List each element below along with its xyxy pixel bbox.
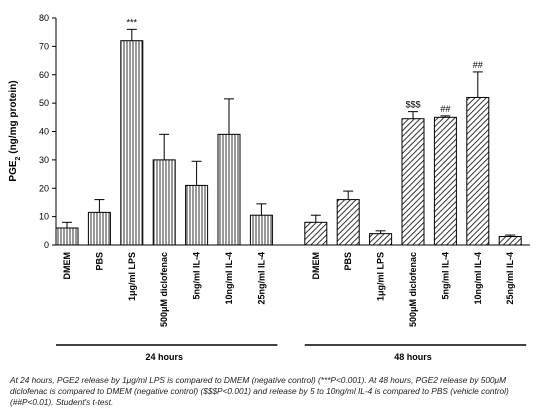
x-tick-label: 500μM diclofenac <box>159 252 169 327</box>
bar <box>249 214 273 246</box>
bar <box>120 40 144 246</box>
x-tick-label: 25ng/ml IL-4 <box>505 252 515 305</box>
x-tick-label: 1μg/ml LPS <box>127 252 137 301</box>
annotation: ## <box>473 60 483 70</box>
y-tick-label: 10 <box>39 212 49 222</box>
bar <box>466 96 490 246</box>
bar <box>152 159 176 246</box>
x-tick-label: 500μM diclofenac <box>408 252 418 327</box>
y-tick-label: 60 <box>39 70 49 80</box>
bar <box>498 235 522 246</box>
x-tick-label: 5ng/ml IL-4 <box>192 252 202 300</box>
y-tick-label: 30 <box>39 155 49 165</box>
y-tick-label: 80 <box>39 13 49 23</box>
caption: At 24 hours, PGE2 release by 1μg/ml LPS … <box>10 375 509 407</box>
bar <box>217 133 241 246</box>
bar <box>55 227 79 246</box>
x-tick-label: 1μg/ml LPS <box>376 252 386 301</box>
x-tick-label: 5ng/ml IL-4 <box>440 252 450 300</box>
bar <box>304 221 328 246</box>
x-tick-label: 10ng/ml IL-4 <box>224 252 234 305</box>
bar <box>87 211 111 246</box>
x-tick-label: 25ng/ml IL-4 <box>256 252 266 305</box>
x-tick-label: DMEM <box>311 252 321 280</box>
group-label: 48 hours <box>394 352 432 362</box>
bar <box>336 199 360 246</box>
bar <box>369 233 393 246</box>
annotation: $$$ <box>405 100 420 110</box>
annotation: *** <box>127 17 138 27</box>
bar <box>185 184 209 246</box>
x-tick-label: PBS <box>94 252 104 271</box>
chart: PGE2 (ng/mg protein) 0 10 20 30 40 50 60 70 80 DM… <box>8 13 530 362</box>
annotation: ## <box>440 104 450 114</box>
x-tick-label: PBS <box>343 252 353 271</box>
x-tick-label: 10ng/ml IL-4 <box>473 252 483 305</box>
y-tick-label: 50 <box>39 98 49 108</box>
bar <box>433 116 457 246</box>
bar <box>401 118 425 246</box>
y-tick-label: 70 <box>39 41 49 51</box>
y-tick-label: 0 <box>44 240 49 250</box>
y-axis-label: PGE2 (ng/mg protein) <box>8 80 22 181</box>
y-label-sub: 2 <box>15 156 22 160</box>
x-tick-label: DMEM <box>62 252 72 280</box>
y-label-rest: (ng/mg protein) <box>8 80 19 156</box>
y-label-main: PGE <box>8 160 19 181</box>
group-label: 24 hours <box>145 352 183 362</box>
y-tick-label: 20 <box>39 183 49 193</box>
y-tick-label: 40 <box>39 127 49 137</box>
